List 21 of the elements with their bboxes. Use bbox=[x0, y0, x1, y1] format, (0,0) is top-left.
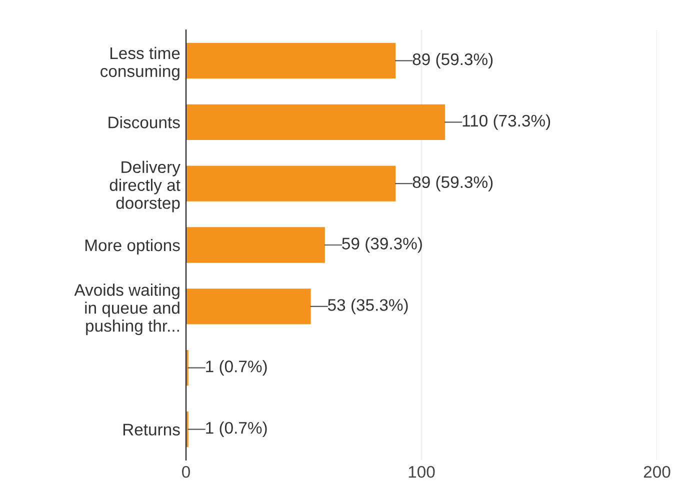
bar bbox=[186, 42, 396, 79]
bar bbox=[186, 227, 325, 263]
data-label: 89 (59.3%) bbox=[412, 52, 493, 68]
data-label: 1 (0.7%) bbox=[206, 360, 267, 376]
y-tick-label: Avoids waiting in queue and pushing thr... bbox=[74, 284, 180, 336]
data-label: 53 (35.3%) bbox=[328, 298, 408, 314]
y-tick-label: Discounts bbox=[108, 116, 180, 128]
data-label: 59 (39.3%) bbox=[342, 237, 422, 253]
data-label: 89 (59.3%) bbox=[412, 176, 493, 192]
bar bbox=[186, 166, 396, 202]
y-tick-label: Returns bbox=[123, 424, 180, 436]
y-tick-label: Delivery directly at doorstep bbox=[110, 160, 180, 212]
bar bbox=[186, 104, 446, 140]
y-tick-label: Less time consuming bbox=[100, 46, 180, 80]
data-label: 110 (73.3%) bbox=[462, 114, 550, 130]
x-tick-label: 200 bbox=[644, 466, 670, 478]
x-tick-label: 0 bbox=[182, 466, 190, 478]
data-label: 1 (0.7%) bbox=[206, 422, 267, 438]
y-tick-label: More options bbox=[85, 238, 180, 254]
x-tick-label: 100 bbox=[408, 466, 435, 478]
bar bbox=[186, 288, 311, 324]
